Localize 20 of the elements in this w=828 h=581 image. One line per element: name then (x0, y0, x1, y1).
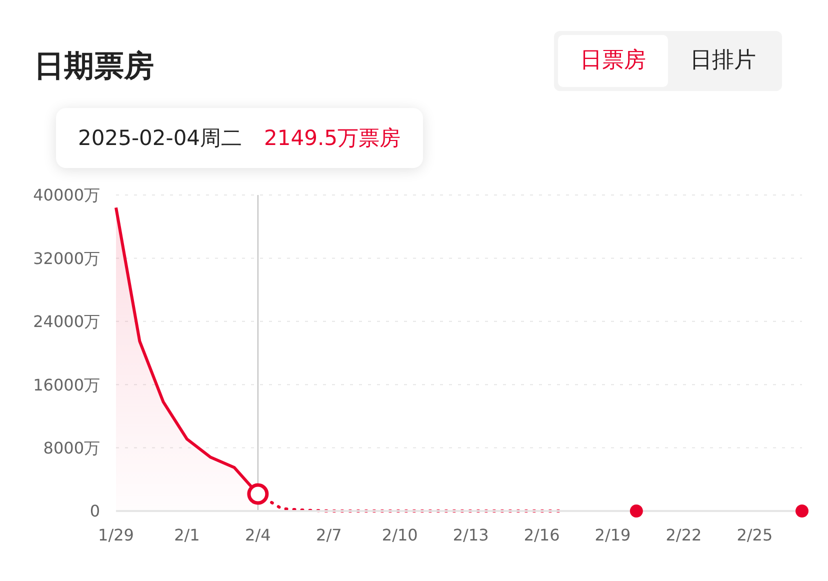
x-tick-label: 2/10 (382, 525, 418, 544)
y-tick-label: 0 (90, 502, 100, 521)
x-tick-label: 2/4 (245, 525, 271, 544)
x-tick-label: 2/22 (666, 525, 702, 544)
y-tick-label: 40000万 (33, 186, 100, 205)
x-tick-label: 2/7 (316, 525, 342, 544)
x-tick-label: 2/13 (452, 525, 489, 544)
y-tick-label: 8000万 (43, 438, 100, 458)
x-tick-label: 2/25 (736, 525, 773, 544)
y-tick-label: 32000万 (33, 248, 100, 268)
x-tick-label: 1/29 (98, 525, 134, 544)
text: 2025-02-04周二 (78, 125, 242, 152)
toggle-group: 日票房 日排片 (554, 31, 782, 91)
x-tick-label: 2/1 (174, 525, 200, 544)
y-tick-label: 24000万 (33, 312, 100, 332)
text: 2149.5万票房 (264, 125, 401, 152)
x-tick-label: 2/16 (524, 525, 560, 544)
y-tick-label: 16000万 (33, 375, 100, 394)
chart-title: 日期票房 (34, 48, 154, 86)
x-tick-label: 2/19 (594, 525, 631, 544)
